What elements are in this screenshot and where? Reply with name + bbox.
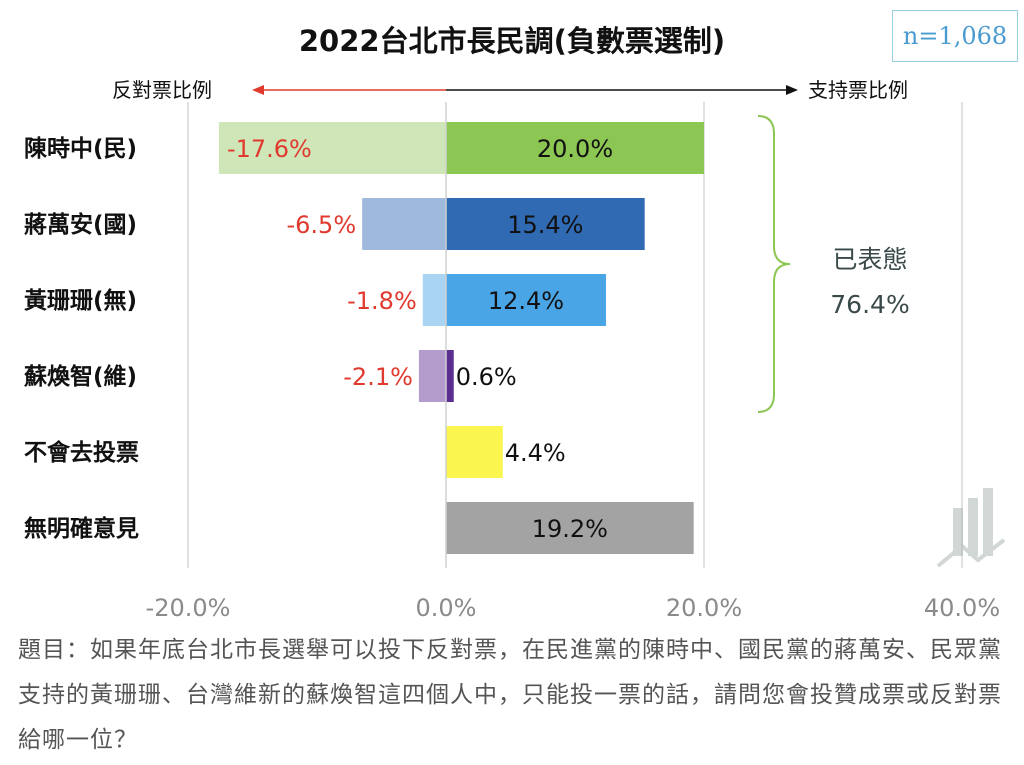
- oppose-arrow-label: 反對票比例: [112, 78, 212, 102]
- watermark-bar-2: [983, 488, 993, 556]
- expressed-label: 已表態: [832, 245, 908, 274]
- x-tick-label-2: 20.0%: [666, 594, 742, 622]
- support-label-1: 15.4%: [507, 211, 583, 239]
- watermark-bar-0: [953, 508, 963, 556]
- watermark-line: [936, 538, 1006, 568]
- category-label-3: 蘇煥智(維): [23, 363, 137, 390]
- support-label-0: 20.0%: [537, 135, 613, 163]
- support-bar-4: [446, 426, 503, 478]
- watermark-logo: [936, 488, 1006, 568]
- oppose-bar-3: [418, 350, 446, 402]
- support-bar-1: [446, 198, 645, 250]
- support-label-5: 19.2%: [532, 515, 608, 543]
- category-label-4: 不會去投票: [24, 439, 139, 466]
- support-bar-0: [446, 122, 704, 174]
- question-text: 題目：如果年底台北市長選舉可以投下反對票，在民進黨的陳時中、國民黨的蔣萬安、民眾…: [18, 637, 1002, 753]
- x-tick-label-3: 40.0%: [924, 594, 1000, 622]
- support-bar-5: [446, 502, 694, 554]
- oppose-label-2: -1.8%: [347, 287, 417, 315]
- x-tick-label-0: -20.0%: [146, 594, 231, 622]
- support-label-3: 0.6%: [456, 363, 517, 391]
- support-label-2: 12.4%: [488, 287, 564, 315]
- watermark-bar-1: [968, 498, 978, 556]
- category-label-1: 蔣萬安(國): [24, 211, 137, 238]
- expressed-bracket: [757, 115, 791, 413]
- sample-size-box: n=1,068: [892, 10, 1018, 62]
- support-bar-3: [446, 350, 454, 402]
- support-arrow-head: [786, 85, 798, 95]
- oppose-label-0: -17.6%: [227, 135, 312, 163]
- x-tick-label-1: 0.0%: [416, 594, 477, 622]
- oppose-label-1: -6.5%: [287, 211, 357, 239]
- support-label-4: 4.4%: [505, 439, 566, 467]
- support-arrow-label: 支持票比例: [808, 78, 908, 102]
- oppose-arrow-head: [252, 85, 264, 95]
- oppose-bar-1: [362, 198, 446, 250]
- oppose-bar-0: [218, 122, 446, 174]
- oppose-bar-2: [422, 274, 446, 326]
- chart-title: 2022台北市長民調(負數票選制): [298, 24, 726, 58]
- oppose-label-3: -2.1%: [343, 363, 413, 391]
- category-label-5: 無明確意見: [24, 515, 139, 542]
- support-bar-2: [446, 274, 606, 326]
- expressed-value: 76.4%: [830, 290, 910, 319]
- category-label-0: 陳時中(民): [24, 136, 137, 162]
- category-label-2: 黃珊珊(無): [24, 287, 137, 314]
